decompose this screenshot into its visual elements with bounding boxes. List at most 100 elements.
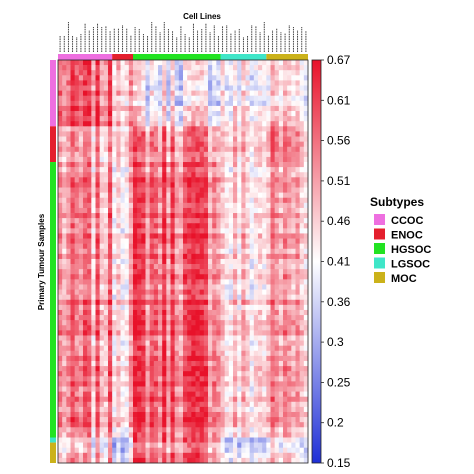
heatmap-cell <box>270 299 275 306</box>
heatmap-cell <box>195 70 200 76</box>
heatmap-cell <box>203 80 209 86</box>
heatmap-cell <box>178 187 184 193</box>
heatmap-cell <box>270 279 275 285</box>
heatmap-cell <box>103 396 109 403</box>
heatmap-cell <box>162 432 167 438</box>
heatmap-cell <box>287 126 292 132</box>
heatmap-cell <box>158 299 163 306</box>
heatmap-cell <box>233 182 238 188</box>
heatmap-cell <box>224 126 230 132</box>
heatmap-cell <box>233 304 238 311</box>
heatmap-cell <box>274 65 280 71</box>
heatmap-cell <box>158 202 163 209</box>
heatmap-cell <box>241 457 246 464</box>
heatmap-cell <box>203 167 209 173</box>
heatmap-cell <box>178 304 184 311</box>
heatmap-cell <box>124 304 130 311</box>
heatmap-cell <box>253 233 259 239</box>
heatmap-cell <box>266 345 271 352</box>
heatmap-cell <box>249 80 255 86</box>
heatmap-cell <box>78 411 84 418</box>
heatmap-cell <box>237 432 242 438</box>
heatmap-cell <box>78 121 84 127</box>
heatmap-cell <box>149 100 155 107</box>
heatmap-cell <box>220 218 225 224</box>
heatmap-cell <box>162 192 167 199</box>
heatmap-cell <box>287 70 292 76</box>
heatmap-cell <box>145 289 150 295</box>
heatmap-cell <box>253 366 259 372</box>
heatmap-cell <box>262 126 267 132</box>
heatmap-cell <box>270 223 275 229</box>
heatmap-cell <box>78 253 84 260</box>
heatmap-cell <box>87 258 92 265</box>
heatmap-cell <box>278 264 284 270</box>
heatmap-cell <box>116 345 121 352</box>
heatmap-cell <box>233 228 238 234</box>
heatmap-cell <box>187 325 192 331</box>
heatmap-cell <box>99 192 105 199</box>
heatmap-cell <box>291 258 296 265</box>
heatmap-cell <box>191 299 196 306</box>
heatmap-cell <box>203 391 209 397</box>
heatmap-cell <box>199 258 205 265</box>
heatmap-cell <box>187 156 192 163</box>
heatmap-cell <box>241 187 246 193</box>
heatmap-cell <box>195 156 200 163</box>
heatmap-cell <box>120 422 125 428</box>
heatmap-cell <box>124 70 130 76</box>
heatmap-cell <box>108 274 113 280</box>
heatmap-cell <box>74 111 80 117</box>
heatmap-cell <box>187 162 192 168</box>
heatmap-cell <box>295 213 300 219</box>
heatmap-cell <box>195 126 200 132</box>
heatmap-cell <box>216 427 221 433</box>
heatmap-cell <box>128 330 134 336</box>
heatmap-cell <box>145 437 150 443</box>
heatmap-cell <box>253 223 259 229</box>
heatmap-cell <box>170 299 175 306</box>
heatmap-cell <box>116 294 121 301</box>
heatmap-cell <box>195 90 200 97</box>
heatmap-cell <box>149 116 155 122</box>
heatmap-cell <box>262 350 267 357</box>
heatmap-cell <box>303 126 309 132</box>
heatmap-cell <box>141 223 146 229</box>
heatmap-cell <box>187 253 192 260</box>
heatmap-cell <box>220 309 225 316</box>
heatmap-cell <box>91 457 96 464</box>
heatmap-cell <box>262 116 267 122</box>
heatmap-cell <box>83 202 88 209</box>
heatmap-cell <box>66 238 71 244</box>
heatmap-cell <box>270 228 275 234</box>
heatmap-cell <box>83 207 88 214</box>
heatmap-cell <box>170 427 175 433</box>
heatmap-cell <box>145 223 150 229</box>
heatmap-cell <box>78 90 84 97</box>
heatmap-cell <box>237 248 242 255</box>
heatmap-cell <box>149 396 155 403</box>
heatmap-cell <box>258 248 263 255</box>
heatmap-cell <box>128 85 134 91</box>
heatmap-cell <box>95 335 100 341</box>
heatmap-cell <box>108 146 113 153</box>
heatmap-cell <box>287 299 292 306</box>
heatmap-cell <box>162 360 167 367</box>
heatmap-cell <box>287 360 292 367</box>
heatmap-cell <box>274 315 280 321</box>
heatmap-cell <box>249 156 255 163</box>
heatmap-cell <box>278 75 284 81</box>
heatmap-cell <box>141 320 146 326</box>
heatmap-cell <box>191 162 196 168</box>
heatmap-cell <box>178 218 184 224</box>
heatmap-cell <box>224 284 230 290</box>
heatmap-cell <box>283 376 288 382</box>
heatmap-cell <box>220 228 225 234</box>
heatmap-cell <box>112 218 117 224</box>
heatmap-cell <box>128 437 134 443</box>
heatmap-cell <box>187 315 192 321</box>
heatmap-cell <box>62 320 67 326</box>
heatmap-cell <box>70 427 75 433</box>
heatmap-cell <box>133 126 138 132</box>
heatmap-cell <box>195 95 200 102</box>
